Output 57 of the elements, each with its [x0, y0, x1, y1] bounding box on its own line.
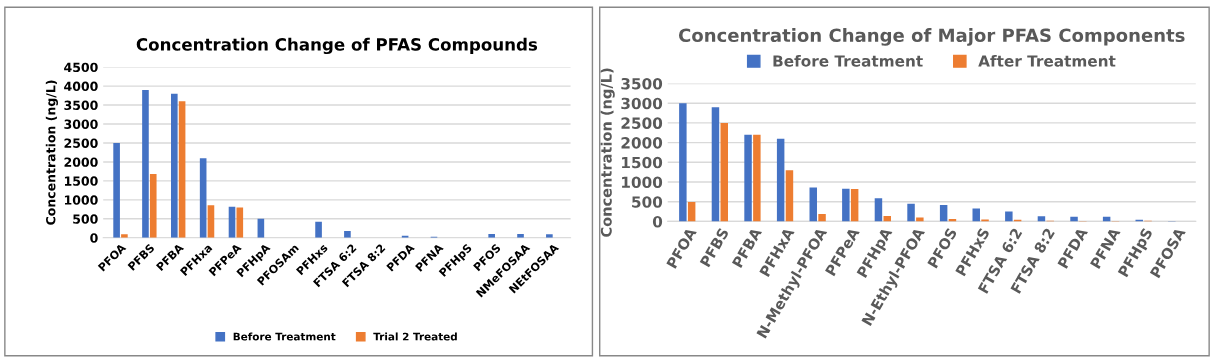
y-tick-label: 0 — [90, 233, 98, 243]
bar — [785, 170, 794, 222]
y-tick-label: 3000 — [621, 97, 663, 110]
y-tick-label: 1500 — [622, 156, 663, 169]
bar — [687, 202, 696, 222]
bar — [972, 208, 980, 222]
y-tick-label: 3500 — [621, 77, 663, 90]
bar — [344, 230, 351, 238]
bar — [1005, 211, 1013, 222]
bar — [679, 103, 687, 222]
bar — [546, 234, 553, 238]
bar — [907, 203, 915, 222]
bar — [720, 122, 728, 222]
y-tick-label: 500 — [632, 196, 663, 208]
bar — [236, 207, 244, 238]
bar — [939, 204, 948, 222]
chart-title: Concentration Change of Major PFAS Components — [678, 28, 1185, 46]
bar — [850, 189, 859, 222]
y-axis-title: Concentration (ng/L) — [600, 68, 615, 237]
legend-label: After Treatment — [978, 54, 1116, 67]
y-tick-label: 2000 — [621, 137, 663, 149]
y-tick-label: 3000 — [64, 119, 98, 129]
y-tick-label: 500 — [73, 214, 98, 224]
bar — [113, 142, 120, 238]
bar — [171, 93, 178, 238]
y-axis-title: Concentration (ng/L) — [45, 80, 58, 225]
bar — [142, 89, 149, 238]
bar — [315, 221, 322, 238]
bar — [199, 158, 207, 238]
y-tick-label: 1500 — [64, 176, 98, 186]
bar — [776, 138, 785, 222]
bar — [744, 134, 752, 222]
bar — [1037, 216, 1046, 222]
bar — [711, 107, 720, 222]
legend-label: Before Treatment — [773, 54, 923, 67]
bar — [874, 198, 883, 222]
y-tick-label: 1000 — [64, 195, 98, 205]
bar — [818, 213, 826, 222]
bar — [809, 187, 817, 222]
bar — [1070, 216, 1078, 222]
bar — [753, 134, 761, 222]
y-tick-label: 1000 — [622, 176, 663, 189]
y-tick-label: 2000 — [64, 157, 98, 167]
y-tick-label: 4500 — [64, 62, 98, 73]
y-tick-label: 3500 — [64, 100, 98, 110]
y-tick-label: 2500 — [64, 138, 98, 148]
bar — [178, 101, 186, 238]
legend-label: Before Treatment — [233, 332, 336, 341]
bar — [121, 234, 128, 238]
y-tick-label: 4000 — [64, 81, 98, 92]
bar — [149, 174, 157, 238]
bar — [842, 188, 850, 222]
bar — [916, 217, 924, 222]
y-tick-label: 2500 — [621, 117, 663, 129]
y-tick-label: 0 — [652, 215, 663, 228]
chart-title: Concentration Change of PFAS Compounds — [136, 37, 538, 55]
legend-label: Trial 2 Treated — [373, 332, 457, 341]
